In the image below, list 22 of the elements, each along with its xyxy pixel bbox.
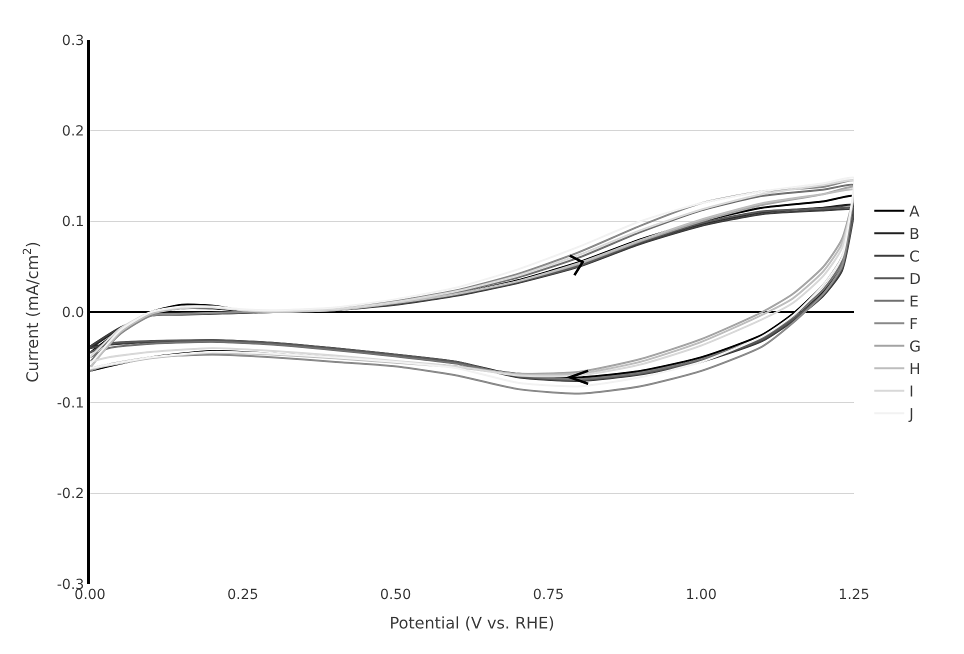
legend-label: H [909, 360, 921, 378]
legend-label: F [909, 315, 918, 334]
y-tick-label: 0.2 [62, 124, 84, 140]
legend-label: D [909, 270, 921, 288]
legend-label: E [909, 292, 919, 311]
legend-label: G [909, 338, 921, 356]
legend-label: B [909, 225, 920, 244]
x-tick-label: 0.25 [227, 587, 258, 603]
x-tick-label: 1.25 [838, 587, 870, 603]
y-tick-label: 0.3 [62, 32, 84, 49]
y-tick-label: -0.2 [56, 486, 84, 502]
legend-label: C [909, 248, 920, 266]
x-axis-title: Potential (V vs. RHE) [390, 614, 554, 633]
legend-label: I [909, 382, 914, 401]
x-tick-label: 1.00 [686, 587, 717, 603]
legend-label: J [908, 405, 914, 424]
y-tick-label: 0.1 [62, 214, 84, 230]
y-tick-label: -0.1 [56, 396, 84, 412]
legend-label: A [909, 202, 920, 221]
x-tick-label: 0.75 [532, 587, 564, 603]
y-tick-label: 0.0 [62, 304, 84, 321]
x-tick-label: 0.50 [380, 587, 412, 603]
